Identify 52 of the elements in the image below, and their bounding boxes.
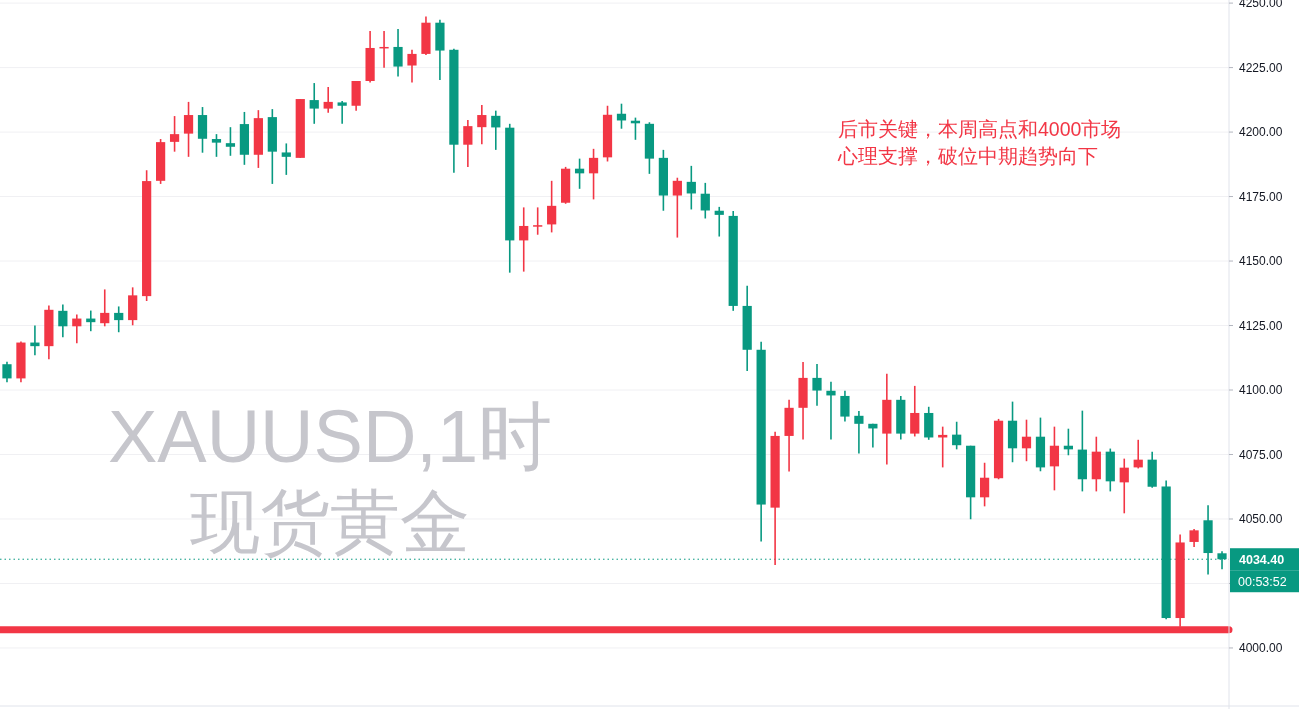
ref-line-label: 4034.40: [1239, 553, 1285, 568]
candlestick: [323, 86, 333, 114]
candlestick: [211, 133, 222, 158]
y-tick-label: 4000.00: [1239, 640, 1283, 655]
candlestick: [533, 206, 543, 236]
candlestick: [910, 385, 920, 438]
candlestick: [2, 360, 12, 384]
candlestick: [393, 28, 403, 78]
candlestick: [58, 303, 68, 338]
y-tick-label: 4050.00: [1239, 511, 1283, 526]
candlestick: [686, 165, 696, 211]
candlestick: [519, 206, 529, 273]
text: 00:53:52: [1238, 575, 1287, 590]
candlestick: [281, 142, 291, 176]
candlestick: [183, 101, 194, 158]
y-tick-label: 4200.00: [1239, 125, 1283, 140]
candlestick: [854, 410, 864, 455]
candlestick: [491, 109, 501, 151]
candlestick: [1021, 418, 1032, 463]
candlestick: [114, 305, 124, 334]
candlestick: [407, 48, 417, 84]
candlestick: [30, 324, 40, 356]
y-tick-label: 4175.00: [1239, 189, 1283, 204]
candlestick: [1189, 528, 1199, 548]
candlestick: [952, 420, 962, 451]
candlestick: [169, 115, 180, 153]
text: 现货黄金: [190, 483, 470, 561]
candlestick: [588, 148, 599, 201]
candlestick: [100, 288, 110, 328]
y-tick-label: 4125.00: [1239, 318, 1283, 333]
candlestick: [840, 389, 850, 423]
candlestick: [1119, 457, 1129, 515]
candlestick: [197, 106, 208, 154]
y-tick-label: 4075.00: [1239, 447, 1283, 462]
candlestick: [714, 206, 724, 238]
y-tick-label: 4100.00: [1239, 383, 1283, 398]
candlestick: [477, 104, 487, 145]
candlestick: [337, 100, 347, 125]
candlestick: [1049, 425, 1060, 492]
candlestick: [672, 176, 682, 239]
candlestick: [225, 126, 236, 157]
candlestick: [547, 180, 557, 234]
candlestick: [812, 363, 822, 407]
candlestick: [979, 461, 990, 508]
y-tick-label: 4150.00: [1239, 254, 1283, 269]
text: XAUUSD,1时: [107, 395, 553, 478]
candlestick: [826, 380, 836, 441]
y-tick-label: 4225.00: [1239, 60, 1283, 75]
candlestick: [463, 119, 473, 168]
candlestick: [700, 182, 710, 220]
annotation: 后市关键，本周高点和4000市场心理支撑，破位中期趋势向下: [838, 117, 1123, 169]
candlestick: [309, 82, 319, 125]
